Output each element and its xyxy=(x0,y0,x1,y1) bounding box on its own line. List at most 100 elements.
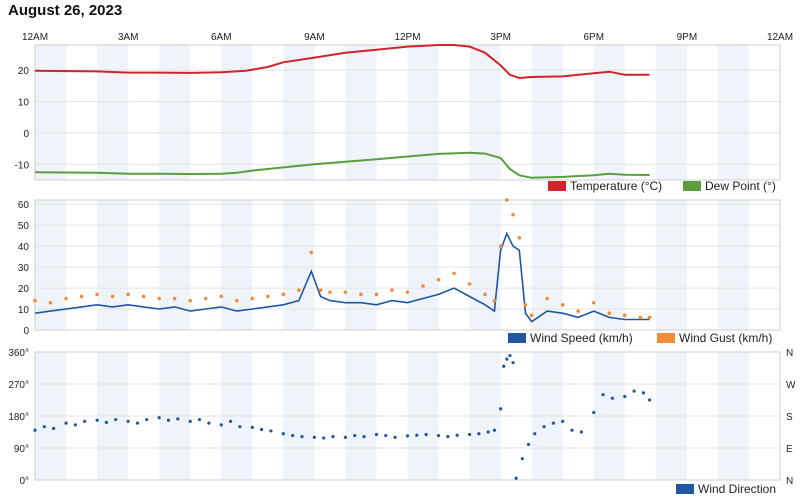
wind-direction-point xyxy=(533,432,537,436)
legend-label: Dew Point (°) xyxy=(705,179,776,193)
wind-direction-point xyxy=(114,417,118,422)
wind-direction-point xyxy=(610,396,614,400)
wind-direction-point xyxy=(499,407,503,411)
y-tick-label-right: W xyxy=(786,380,796,391)
wind-direction-point xyxy=(312,435,316,439)
wind-direction-point xyxy=(260,427,264,432)
wind-direction-point xyxy=(322,436,326,440)
wind-gust-point xyxy=(64,296,68,301)
chart-panel-2 xyxy=(33,198,781,331)
hour-band xyxy=(531,200,563,330)
wind-gust-point xyxy=(33,298,37,303)
hour-band xyxy=(345,45,377,180)
wind-direction-point xyxy=(353,433,357,438)
time-axis-label: 3PM xyxy=(490,32,511,43)
y-tick-label: 20 xyxy=(18,284,30,295)
wind-direction-point xyxy=(219,423,223,427)
wind-direction-point xyxy=(641,391,646,395)
wind-gust-point xyxy=(172,296,177,301)
time-axis-label: 12AM xyxy=(22,32,48,43)
legend-swatch xyxy=(676,484,694,494)
wind-direction-point xyxy=(228,419,233,423)
wind-direction-point xyxy=(64,421,68,425)
wind-gust-point xyxy=(576,309,581,313)
y-tick-label: 0 xyxy=(23,129,29,140)
wind-direction-point xyxy=(648,398,652,402)
legend-swatch xyxy=(508,333,526,343)
hour-band xyxy=(469,45,501,180)
wind-gust-point xyxy=(359,292,363,297)
wind-direction-point xyxy=(477,432,481,436)
y-tick-label: 50 xyxy=(18,221,30,232)
wind-gust-point xyxy=(498,244,503,248)
hour-band xyxy=(469,200,501,330)
wind-direction-point xyxy=(542,425,546,429)
wind-gust-point xyxy=(141,294,146,299)
wind-direction-point xyxy=(446,435,450,439)
hour-band xyxy=(593,200,625,330)
wind-direction-point xyxy=(486,430,490,434)
wind-direction-point xyxy=(281,432,285,436)
hour-band xyxy=(345,200,377,330)
plot-frame xyxy=(34,199,781,331)
wind-direction-point xyxy=(393,435,397,439)
wind-gust-point xyxy=(405,290,410,295)
wind-gust-point xyxy=(48,300,53,305)
wind-gust-point xyxy=(421,284,425,288)
wind-gust-point xyxy=(374,292,379,297)
temperature-line xyxy=(34,44,650,80)
hour-band xyxy=(531,45,563,180)
wind-gust-point xyxy=(328,290,332,295)
legend-label: Temperature (°C) xyxy=(570,179,662,193)
wind-gust-point xyxy=(250,296,255,301)
time-axis-label: 12PM xyxy=(394,32,420,43)
y-tick-label-right: N xyxy=(786,476,793,487)
wind-gust-point xyxy=(492,298,497,303)
wind-gust-point xyxy=(79,294,84,299)
wind-gust-point xyxy=(607,311,612,316)
wind-direction-point xyxy=(623,394,627,399)
wind-speed-line xyxy=(34,231,650,323)
wind-gust-point xyxy=(110,294,115,299)
wind-gust-point xyxy=(638,315,643,320)
y-tick-label: 10 xyxy=(18,305,30,316)
hour-band xyxy=(407,200,439,330)
wind-direction-point xyxy=(331,435,335,439)
hour-band xyxy=(593,45,625,180)
wind-gust-point xyxy=(281,292,286,297)
hour-band xyxy=(655,200,687,330)
wind-gust-point xyxy=(309,250,314,255)
wind-direction-point xyxy=(176,417,180,421)
wind-direction-point xyxy=(405,434,410,438)
wind-direction-point xyxy=(343,435,348,439)
wind-direction-point xyxy=(374,432,379,437)
wind-direction-point xyxy=(83,419,87,423)
wind-direction-point xyxy=(250,425,254,429)
wind-direction-point xyxy=(424,432,428,437)
dew-point-line xyxy=(34,151,650,179)
y-tick-label-right: S xyxy=(786,412,793,423)
time-axis-label: 6PM xyxy=(583,32,604,43)
wind-direction-point xyxy=(436,433,441,438)
wind-gust-point xyxy=(517,235,522,240)
wind-direction-point xyxy=(104,420,108,424)
wind-direction-point xyxy=(632,389,636,393)
wind-direction-point xyxy=(511,361,515,365)
wind-direction-point xyxy=(570,428,574,432)
wind-direction-point xyxy=(52,426,56,431)
hour-band xyxy=(97,45,129,180)
hour-band xyxy=(655,45,687,180)
y-tick-label: 180° xyxy=(8,412,29,423)
wind-gust-point xyxy=(390,288,394,292)
y-tick-label-right: N xyxy=(786,348,793,359)
wind-gust-point xyxy=(126,292,130,297)
wind-gust-point xyxy=(219,294,224,299)
y-tick-label: 90° xyxy=(14,444,29,455)
y-tick-label: 30 xyxy=(18,263,30,274)
time-axis-label: 3AM xyxy=(118,32,139,43)
wind-gust-point xyxy=(157,296,161,301)
wind-direction-point xyxy=(135,421,140,425)
wind-direction-point xyxy=(207,421,211,425)
